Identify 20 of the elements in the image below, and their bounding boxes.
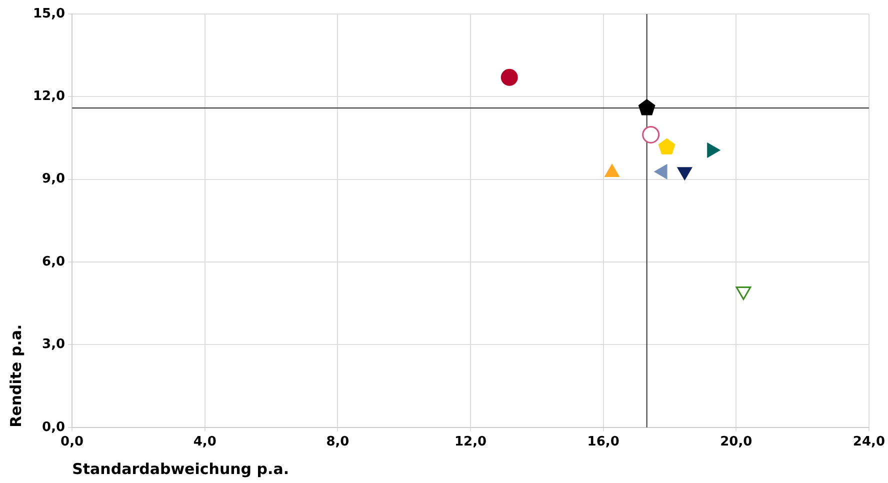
x-tick-label: 4,0 xyxy=(193,434,216,450)
x-tick-label: 16,0 xyxy=(587,434,620,450)
x-tick-label: 12,0 xyxy=(454,434,487,450)
y-tick-label: 12,0 xyxy=(32,89,66,104)
y-tick-label: 6,0 xyxy=(42,254,66,270)
x-tick-label: 24,0 xyxy=(852,434,885,450)
point xyxy=(736,286,752,300)
x-tick-label: 20,0 xyxy=(720,434,752,450)
point xyxy=(658,138,676,154)
y-tick-label: 15,0 xyxy=(32,6,66,22)
y-axis-title: Rendite p.a. xyxy=(6,324,25,428)
point xyxy=(642,126,660,144)
y-tick-label: 0,0 xyxy=(42,420,66,435)
point xyxy=(638,99,656,116)
x-axis-title: Standardabweichung p.a. xyxy=(72,460,290,478)
point xyxy=(500,68,518,86)
y-tick-label: 3,0 xyxy=(42,337,66,352)
x-tick-label: 8,0 xyxy=(326,434,350,450)
y-tick-label: 9,0 xyxy=(42,172,66,187)
x-tick-label: 0,0 xyxy=(60,434,84,450)
